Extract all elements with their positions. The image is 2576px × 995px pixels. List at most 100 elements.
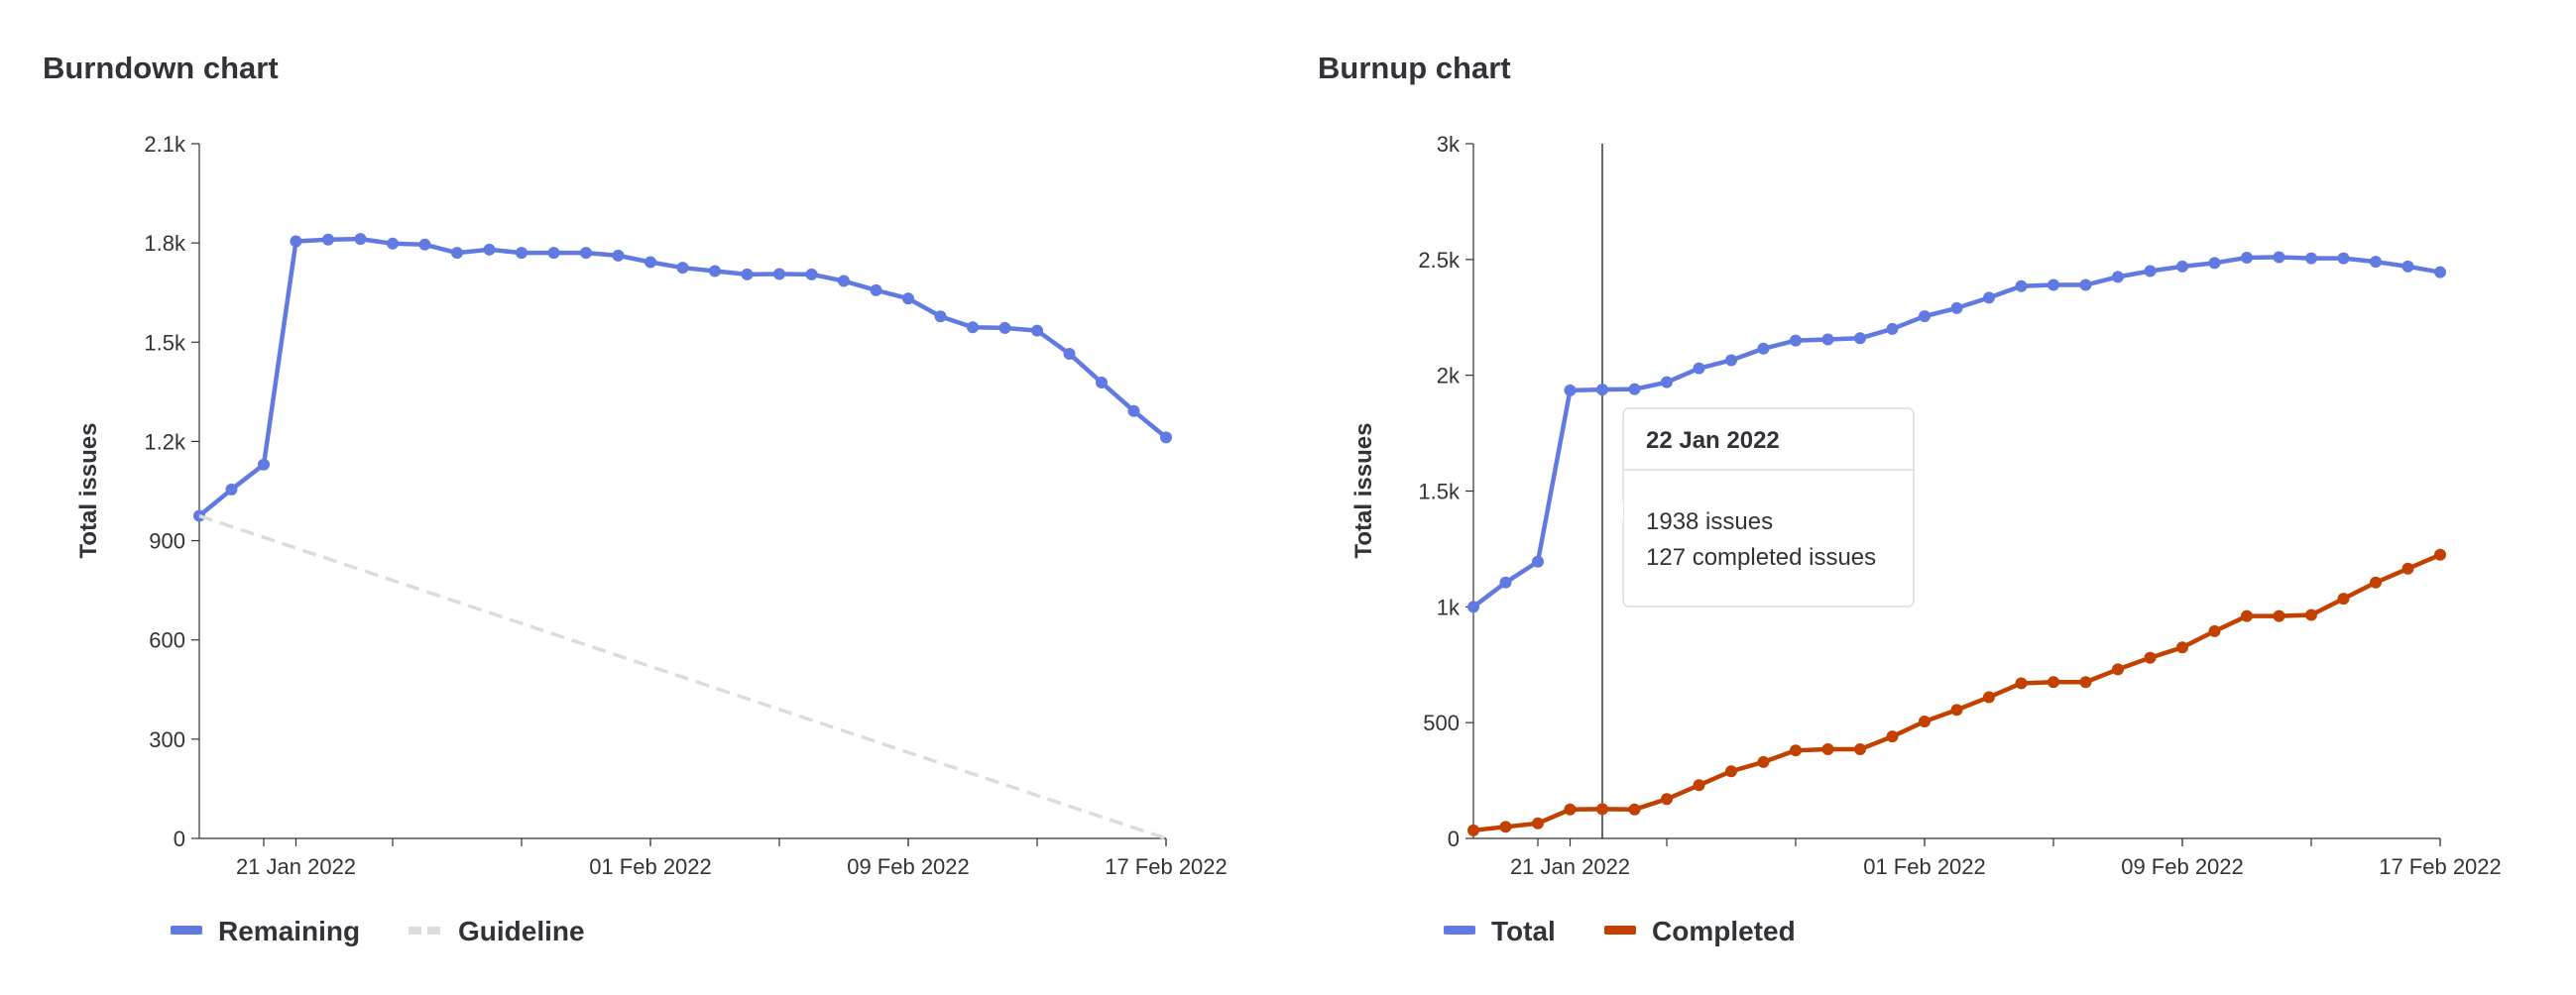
data-point-completed	[1821, 743, 1834, 756]
data-point-remaining	[547, 247, 560, 260]
data-point-total	[1790, 334, 1802, 347]
x-tick-label: 09 Feb 2022	[847, 854, 970, 879]
data-point-remaining	[354, 233, 367, 246]
y-tick-label: 1.5k	[1418, 480, 1461, 504]
data-point-remaining	[516, 247, 527, 260]
data-point-total	[2370, 256, 2382, 269]
data-point-completed	[2305, 608, 2317, 621]
legend-item-remaining[interactable]: Remaining	[171, 916, 360, 946]
data-point-completed	[1725, 765, 1737, 778]
y-tick-label: 2k	[1437, 364, 1461, 388]
legend-swatch-remaining	[171, 926, 202, 935]
legend-label-total: Total	[1491, 916, 1556, 946]
x-tick-label: 17 Feb 2022	[1105, 854, 1228, 879]
data-point-completed	[2079, 676, 2092, 689]
data-point-total	[2144, 265, 2157, 277]
data-point-remaining	[967, 321, 979, 334]
data-point-remaining	[483, 243, 496, 256]
y-tick-label: 1k	[1437, 595, 1461, 619]
data-point-remaining	[709, 265, 721, 277]
data-point-remaining	[1127, 404, 1140, 417]
data-point-remaining	[838, 275, 850, 287]
data-point-remaining	[934, 310, 947, 323]
data-point-remaining	[387, 237, 399, 250]
data-point-remaining	[1096, 377, 1108, 389]
data-point-remaining	[290, 235, 302, 248]
y-tick-label: 1.2k	[144, 429, 186, 454]
data-point-completed	[2337, 593, 2350, 606]
legend-label-guideline: Guideline	[458, 916, 585, 946]
legend-item-completed[interactable]: Completed	[1604, 916, 1796, 946]
data-point-remaining	[1031, 324, 1043, 337]
series-line-guideline	[198, 513, 1167, 840]
data-point-remaining	[258, 458, 270, 471]
series-line-completed	[1472, 552, 2441, 833]
data-point-completed	[1983, 691, 1995, 704]
data-point-completed	[2401, 562, 2414, 575]
legend-item-total[interactable]: Total	[1444, 916, 1556, 946]
data-point-completed	[1596, 803, 1608, 816]
data-point-total	[2079, 278, 2092, 291]
y-tick-label: 600	[149, 628, 185, 653]
series-line-remaining	[197, 236, 1168, 518]
data-point-remaining	[741, 268, 754, 280]
data-point-completed	[1950, 704, 1963, 717]
data-point-completed	[2144, 651, 2157, 664]
data-point-total	[1532, 555, 1544, 568]
tooltip-arrow	[1612, 500, 1623, 522]
data-point-completed	[1661, 793, 1673, 806]
burndown-y-axis-label: Total issues	[75, 423, 102, 559]
data-point-remaining	[451, 247, 463, 260]
burndown-chart: Burndown chart Total issues 0 300 600 900 1.…	[43, 51, 1228, 946]
burnup-title: Burnup chart	[1318, 51, 1511, 85]
data-point-total	[1596, 384, 1608, 396]
data-point-total	[2015, 279, 2028, 292]
data-point-remaining	[870, 283, 882, 296]
data-point-total	[1950, 301, 1963, 314]
y-tick-label: 0	[1448, 827, 1460, 851]
x-tick-label: 21 Jan 2022	[236, 854, 356, 879]
data-point-remaining	[1063, 347, 1076, 360]
y-tick-label: 1.5k	[144, 330, 186, 355]
data-point-total	[1821, 333, 1834, 346]
data-point-completed	[2241, 609, 2253, 622]
data-point-total	[1919, 310, 1931, 323]
data-point-completed	[2434, 548, 2446, 561]
data-point-remaining	[418, 238, 431, 251]
data-point-completed	[1790, 744, 1802, 757]
x-tick-label: 21 Jan 2022	[1510, 854, 1630, 879]
data-point-total	[1757, 342, 1770, 355]
burnup-chart: Burnup chart Total issues 0 500 1k 1.5k 2k 2.…	[1318, 51, 2502, 946]
data-point-completed	[1564, 803, 1577, 816]
data-point-completed	[2208, 624, 2221, 637]
x-tick-label: 01 Feb 2022	[1863, 854, 1986, 879]
burndown-plot-area	[193, 233, 1172, 840]
data-point-completed	[1628, 803, 1641, 816]
data-point-completed	[1757, 755, 1770, 768]
legend-swatch-total	[1444, 926, 1475, 935]
data-point-total	[2048, 278, 2059, 291]
burnup-plot-area	[1467, 144, 2446, 838]
data-point-total	[1564, 384, 1577, 396]
y-tick-label: 2.5k	[1418, 248, 1461, 273]
burnup-axes: 0 500 1k 1.5k 2k 2.5k 3k 21 Jan 2022 01 Feb 2022…	[1418, 132, 2501, 879]
data-point-remaining	[644, 256, 656, 269]
y-tick-label: 500	[1423, 711, 1460, 735]
data-point-remaining	[1160, 431, 1172, 444]
y-tick-label: 1.8k	[144, 231, 186, 256]
tooltip-total-issues: 1938 issues	[1646, 508, 1773, 535]
legend-label-remaining: Remaining	[218, 916, 360, 946]
data-point-remaining	[580, 247, 592, 260]
data-point-total	[1725, 354, 1737, 367]
data-point-remaining	[902, 292, 914, 305]
data-point-completed	[1886, 730, 1899, 743]
data-point-total	[2273, 251, 2285, 264]
data-point-total	[1854, 332, 1866, 345]
data-point-completed	[1532, 817, 1544, 829]
data-point-remaining	[773, 268, 785, 280]
data-point-remaining	[998, 321, 1011, 334]
burnup-y-axis-label: Total issues	[1350, 423, 1377, 559]
legend-item-guideline[interactable]: Guideline	[409, 916, 585, 946]
data-point-completed	[1693, 779, 1705, 792]
y-tick-label: 0	[174, 827, 185, 851]
